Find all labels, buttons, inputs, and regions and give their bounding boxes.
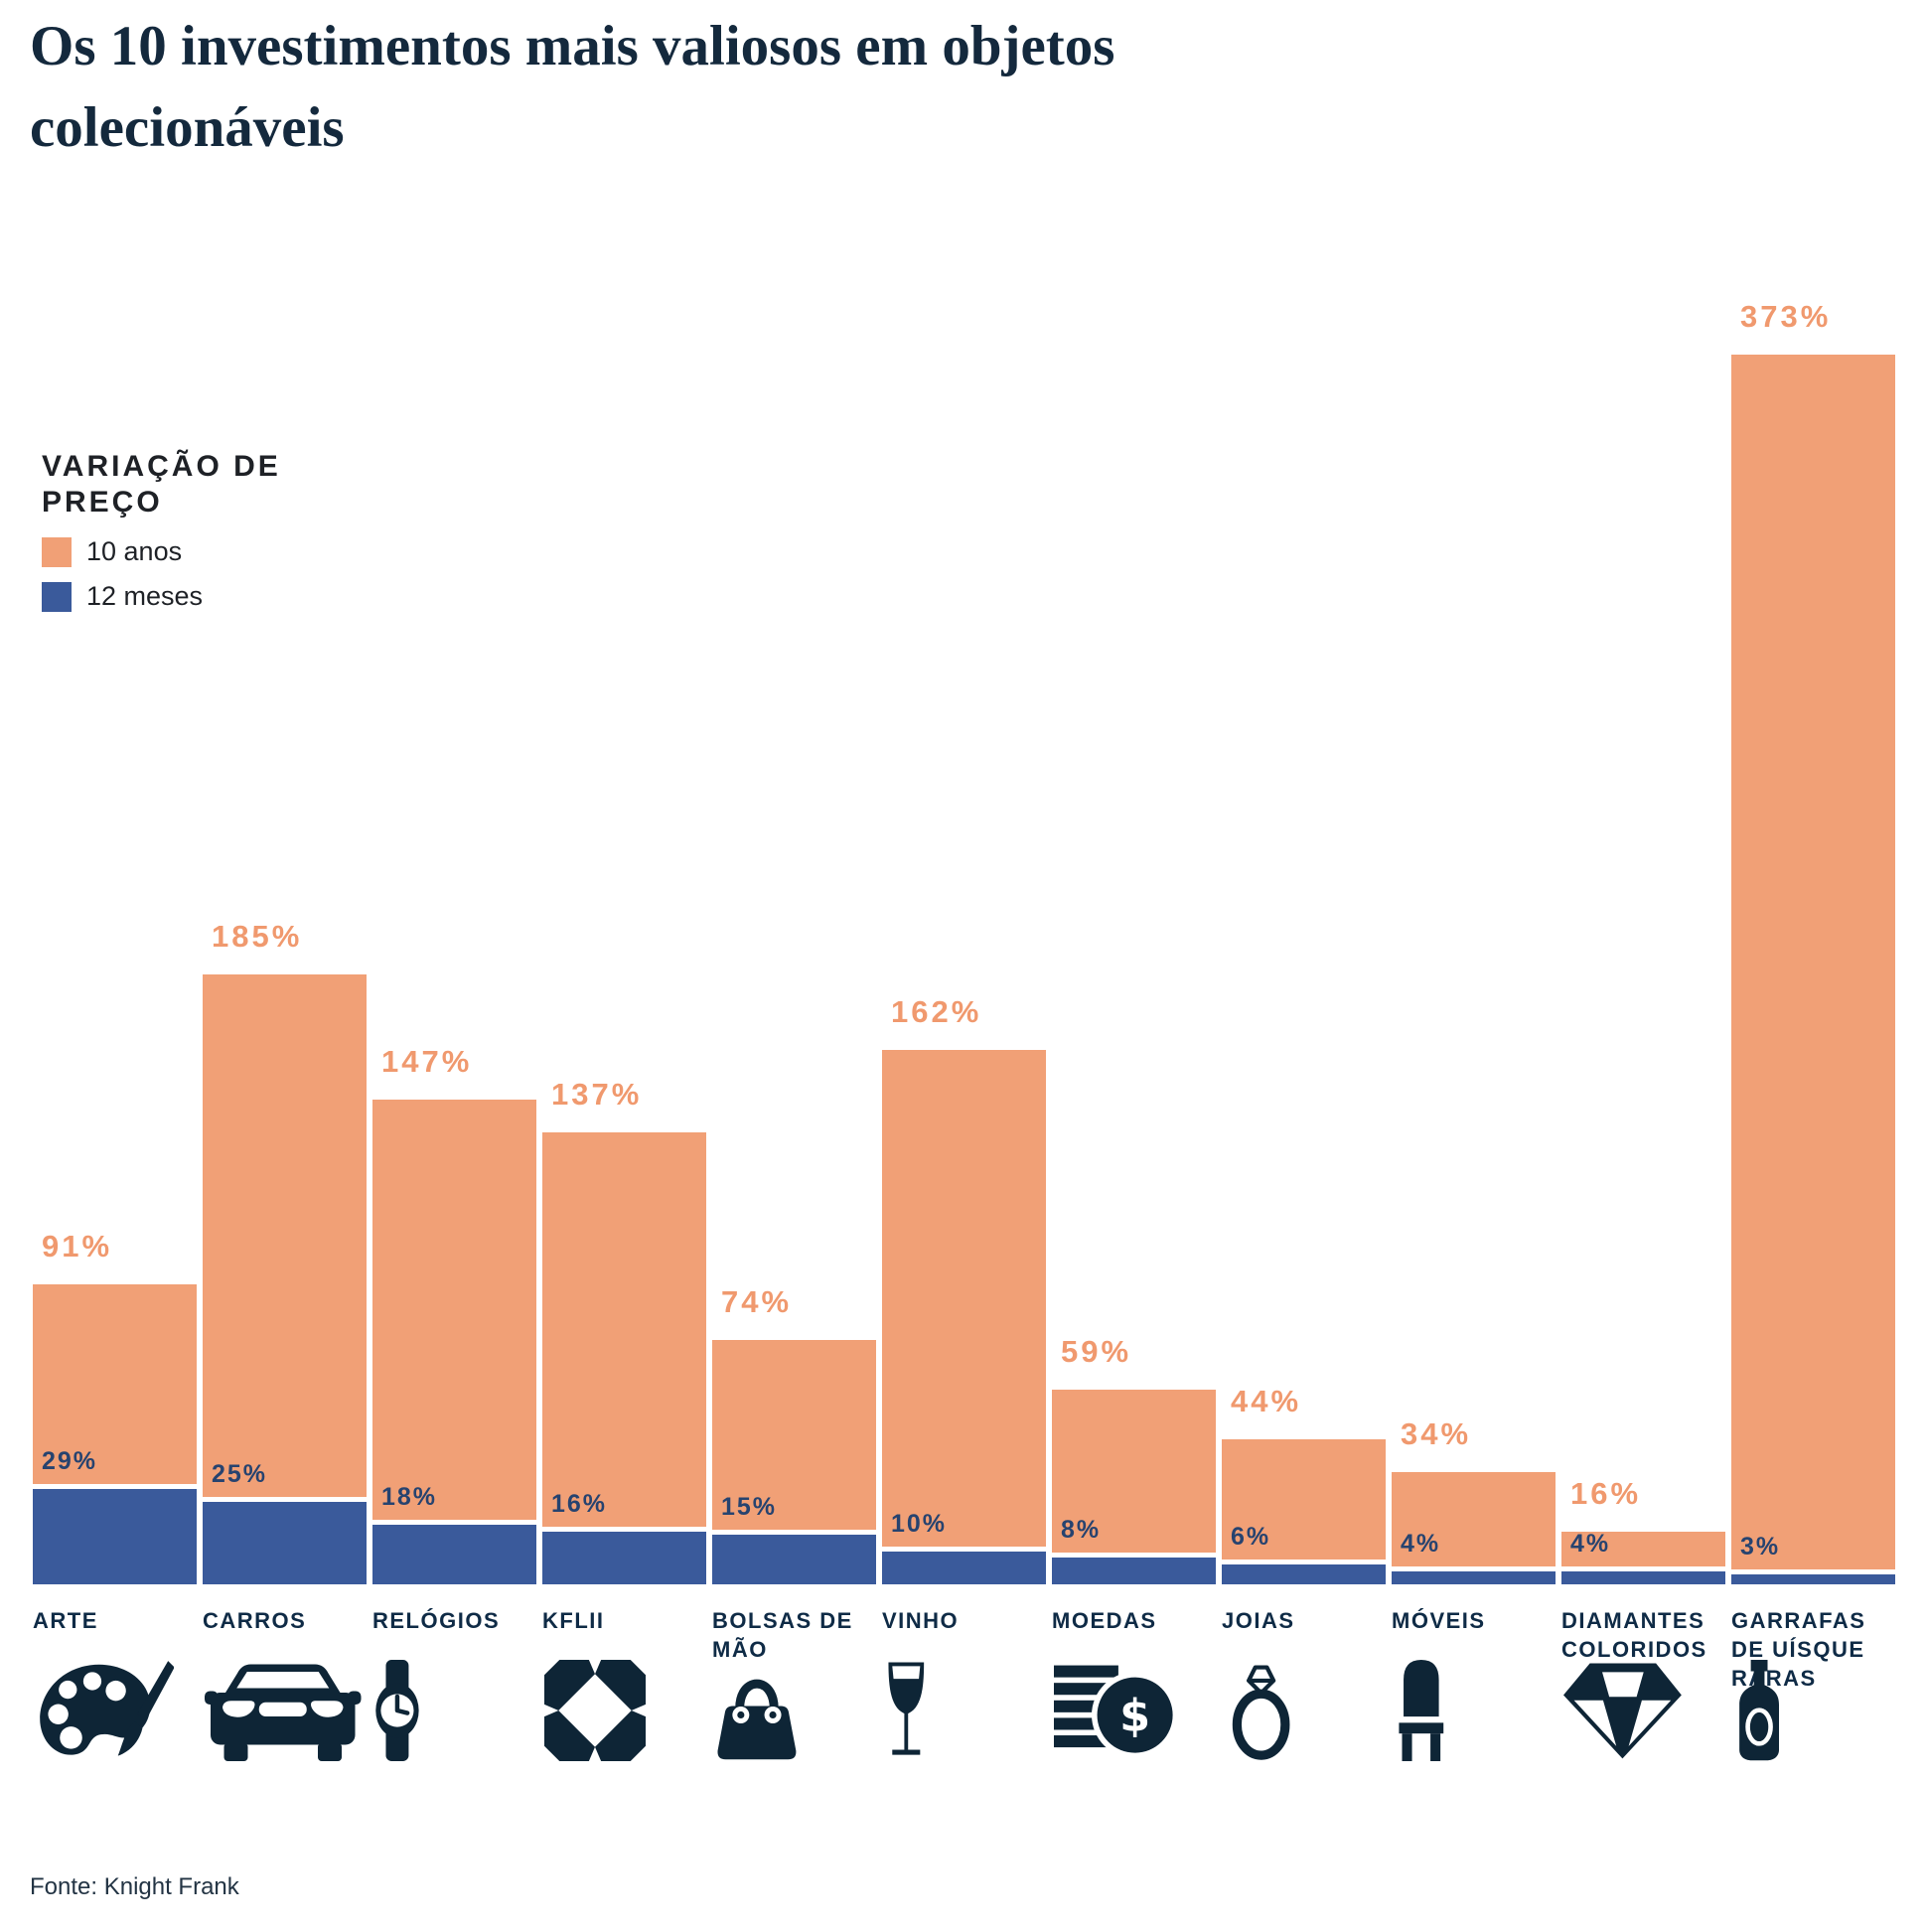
value-label-12-meses-joias: 6% xyxy=(1231,1523,1271,1551)
value-label-10-anos-relogios: 147% xyxy=(381,1044,473,1079)
category-label-moedas: MOEDAS xyxy=(1052,1608,1157,1633)
category-label-garrafas-de-uisque-raras: GARRAFAS DE UÍSQUE RARAS xyxy=(1731,1608,1866,1691)
value-label-10-anos-arte: 91% xyxy=(42,1229,113,1263)
value-label-10-anos-diamantes-coloridos: 16% xyxy=(1570,1476,1642,1511)
value-label-12-meses-vinho: 10% xyxy=(891,1510,948,1538)
bar-group-vinho: 162% 10% VINHO xyxy=(882,355,1046,1755)
coins-icon: $ xyxy=(1054,1660,1176,1761)
legend-item-12-meses: 12 meses xyxy=(42,581,281,612)
bar-12-meses-vinho xyxy=(882,1547,1046,1584)
wine-glass-icon xyxy=(884,1660,929,1761)
plot-area: 91% 29% ARTE 185% 25% CARROS 147% 18% RELÓGIOS… xyxy=(33,299,1895,1761)
car-icon xyxy=(205,1660,362,1761)
bar-12-meses-relogios xyxy=(372,1520,536,1584)
handbag-icon xyxy=(714,1660,800,1761)
category-label-kflii: KFLII xyxy=(542,1608,605,1633)
value-label-10-anos-joias: 44% xyxy=(1231,1384,1302,1418)
bar-group-relogios: 147% 18% RELÓGIOS xyxy=(372,355,536,1761)
value-label-10-anos-kflii: 137% xyxy=(551,1077,643,1112)
bar-12-meses-arte xyxy=(33,1484,197,1584)
value-label-10-anos-garrafas-de-uisque-raras: 373% xyxy=(1740,299,1832,334)
category-label-diamantes-coloridos: DIAMANTES COLORIDOS xyxy=(1561,1608,1707,1662)
value-label-12-meses-diamantes-coloridos: 4% xyxy=(1570,1530,1611,1558)
chair-icon xyxy=(1394,1660,1449,1761)
legend-label-10-anos: 10 anos xyxy=(86,536,183,566)
bar-group-joias: 44% 6% JOIAS xyxy=(1222,355,1386,1760)
bar-10-anos-relogios xyxy=(372,1100,536,1584)
chart-title: Os 10 investimentos mais valiosos em obj… xyxy=(30,15,1115,159)
category-label-bolsas-de-mao: BOLSAS DE MÃO xyxy=(712,1608,853,1662)
bar-12-meses-diamantes-coloridos xyxy=(1561,1566,1725,1584)
bar-group-kflii: 137% 16% KFLII xyxy=(542,355,706,1761)
bar-group-diamantes-coloridos: 16% 4% DIAMANTES COLORIDOS xyxy=(1561,355,1725,1759)
value-label-12-meses-arte: 29% xyxy=(42,1447,98,1475)
source-note: Fonte: Knight Frank xyxy=(30,1873,239,1900)
bar-group-garrafas-de-uisque-raras: 373% 3% GARRAFAS DE UÍSQUE RARAS xyxy=(1731,299,1895,1761)
bar-10-anos-vinho xyxy=(882,1050,1046,1584)
bar-10-anos-carros xyxy=(203,974,367,1584)
ring-icon xyxy=(1224,1660,1298,1761)
bar-10-anos-moedas xyxy=(1052,1390,1216,1584)
bar-10-anos-kflii xyxy=(542,1132,706,1584)
category-label-relogios: RELÓGIOS xyxy=(372,1608,501,1633)
category-label-vinho: VINHO xyxy=(882,1608,960,1633)
value-label-10-anos-moedas: 59% xyxy=(1061,1334,1132,1369)
bar-group-arte: 91% 29% ARTE xyxy=(33,355,197,1756)
category-label-moveis: MÓVEIS xyxy=(1392,1608,1486,1633)
palette-icon xyxy=(35,1660,174,1761)
value-label-10-anos-carros: 185% xyxy=(212,919,303,954)
whisky-bottle-icon xyxy=(1733,1660,1785,1761)
legend-title: VARIAÇÃO DE PREÇO xyxy=(42,450,281,519)
category-label-arte: ARTE xyxy=(33,1608,98,1633)
bar-12-meses-joias xyxy=(1222,1560,1386,1584)
bar-group-carros: 185% 25% CARROS xyxy=(203,355,367,1761)
value-label-10-anos-moveis: 34% xyxy=(1401,1416,1472,1451)
value-label-12-meses-carros: 25% xyxy=(212,1460,268,1488)
watch-icon xyxy=(374,1660,420,1761)
diamond-icon xyxy=(1563,1660,1683,1761)
category-label-carros: CARROS xyxy=(203,1608,307,1633)
bar-group-bolsas-de-mao: 74% 15% BOLSAS DE MÃO xyxy=(712,355,876,1760)
value-label-12-meses-moveis: 4% xyxy=(1401,1530,1441,1558)
bar-12-meses-bolsas-de-mao xyxy=(712,1530,876,1584)
bar-10-anos-moveis xyxy=(1392,1472,1556,1584)
bar-12-meses-garrafas-de-uisque-raras xyxy=(1731,1569,1895,1584)
bar-group-moedas: 59% 8% MOEDAS $ xyxy=(1052,355,1216,1759)
value-label-10-anos-vinho: 162% xyxy=(891,994,982,1029)
bar-12-meses-moveis xyxy=(1392,1566,1556,1584)
legend: VARIAÇÃO DE PREÇO 10 anos 12 meses xyxy=(42,449,281,612)
category-label-joias: JOIAS xyxy=(1222,1608,1295,1633)
legend-item-10-anos: 10 anos xyxy=(42,536,281,567)
value-label-12-meses-moedas: 8% xyxy=(1061,1516,1102,1544)
legend-label-12-meses: 12 meses xyxy=(86,581,204,611)
bar-12-meses-kflii xyxy=(542,1527,706,1584)
bar-10-anos-garrafas-de-uisque-raras xyxy=(1731,355,1895,1584)
value-label-12-meses-kflii: 16% xyxy=(551,1490,608,1518)
legend-swatch-12-meses xyxy=(42,581,72,612)
legend-swatch-10-anos xyxy=(42,536,72,567)
value-label-12-meses-bolsas-de-mao: 15% xyxy=(721,1493,778,1521)
bar-group-moveis: 34% 4% MÓVEIS xyxy=(1392,355,1556,1761)
bar-12-meses-moedas xyxy=(1052,1553,1216,1584)
kflii-logo-icon xyxy=(544,1660,646,1761)
value-label-12-meses-garrafas-de-uisque-raras: 3% xyxy=(1740,1533,1781,1560)
bar-12-meses-carros xyxy=(203,1497,367,1584)
value-label-10-anos-bolsas-de-mao: 74% xyxy=(721,1284,793,1319)
svg-text:$: $ xyxy=(1119,1691,1150,1741)
value-label-12-meses-relogios: 18% xyxy=(381,1483,438,1511)
